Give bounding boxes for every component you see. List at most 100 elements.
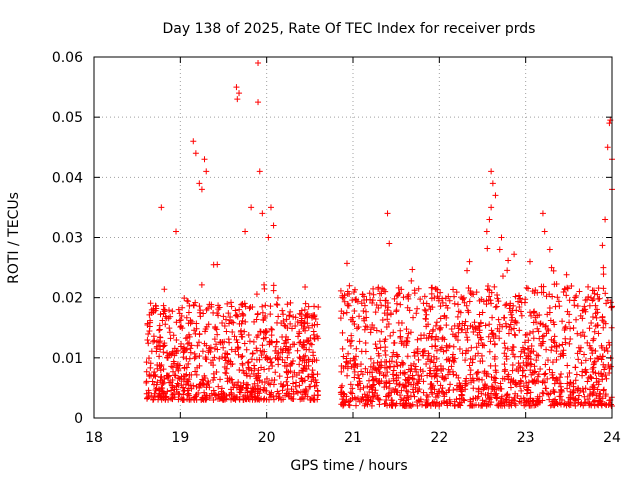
data-point [225,336,232,343]
data-point [311,396,318,403]
data-point [360,384,367,391]
data-point [532,368,539,375]
data-point [265,380,272,387]
x-tick-label: 24 [603,430,621,446]
data-point [213,341,220,348]
data-point [281,359,288,366]
data-point [567,336,574,343]
data-point [542,385,549,392]
data-point [564,362,571,369]
y-axis-title: ROTI / TECUs [6,192,22,284]
data-point [178,340,185,347]
data-point [429,304,436,311]
data-point [178,312,185,319]
data-point [486,348,493,355]
data-point [210,362,217,369]
data-point [193,371,200,378]
data-point [414,402,421,409]
data-point [433,319,440,326]
data-point [377,297,384,304]
data-point [240,312,247,319]
data-point [267,359,274,366]
data-point [302,300,309,307]
data-point [517,377,524,384]
data-point [495,316,502,323]
data-point [408,277,415,284]
data-point [506,305,513,312]
data-point [219,320,226,327]
data-point [554,376,561,383]
data-point [282,337,289,344]
data-point [501,361,508,368]
data-point [528,342,535,349]
data-point [582,399,589,406]
data-point [175,306,182,313]
x-tick-label: 19 [171,430,189,446]
data-point [468,344,475,351]
data-point [546,305,553,312]
data-point [530,328,537,335]
data-point [437,346,444,353]
data-point [526,330,533,337]
data-point [578,360,585,367]
data-point [362,323,369,330]
data-point [533,357,540,364]
data-point [243,346,250,353]
data-point [370,291,377,298]
data-point [267,355,274,362]
data-point [348,332,355,339]
data-point [226,377,233,384]
data-point [357,386,364,393]
data-point [354,325,361,332]
data-point [603,375,610,382]
data-point [347,381,354,388]
data-point [302,389,309,396]
data-point [269,326,276,333]
data-point [233,336,240,343]
data-point [187,345,194,352]
data-point [387,363,394,370]
data-point [411,353,418,360]
data-point [573,292,580,299]
data-point [310,328,317,335]
data-point [192,393,199,400]
data-point [436,388,443,395]
data-point [314,371,321,378]
data-point [242,303,249,310]
data-point [294,347,301,354]
data-point [418,373,425,380]
data-point [574,387,581,394]
data-point [176,317,183,324]
data-point [404,338,411,345]
data-point [221,322,228,329]
data-point [170,368,177,375]
data-point [167,335,174,342]
data-point [587,391,594,398]
data-point [203,306,210,313]
data-point [351,362,358,369]
data-point [145,331,152,338]
data-point [411,349,418,356]
data-point [378,328,385,335]
data-point [297,355,304,362]
data-point [575,356,582,363]
data-point [567,399,574,406]
data-point [458,392,465,399]
data-point [205,379,212,386]
data-point [362,365,369,372]
data-point [284,382,291,389]
data-point [268,359,275,366]
data-point [555,298,562,305]
data-point [214,346,221,353]
data-point [286,312,293,319]
data-point [475,350,482,357]
data-point [208,390,215,397]
data-point [251,362,258,369]
data-point [421,306,428,313]
data-point [254,377,261,384]
data-point [434,365,441,372]
data-point [296,361,303,368]
data-point [236,90,243,97]
data-point [180,388,187,395]
data-point [287,299,294,306]
